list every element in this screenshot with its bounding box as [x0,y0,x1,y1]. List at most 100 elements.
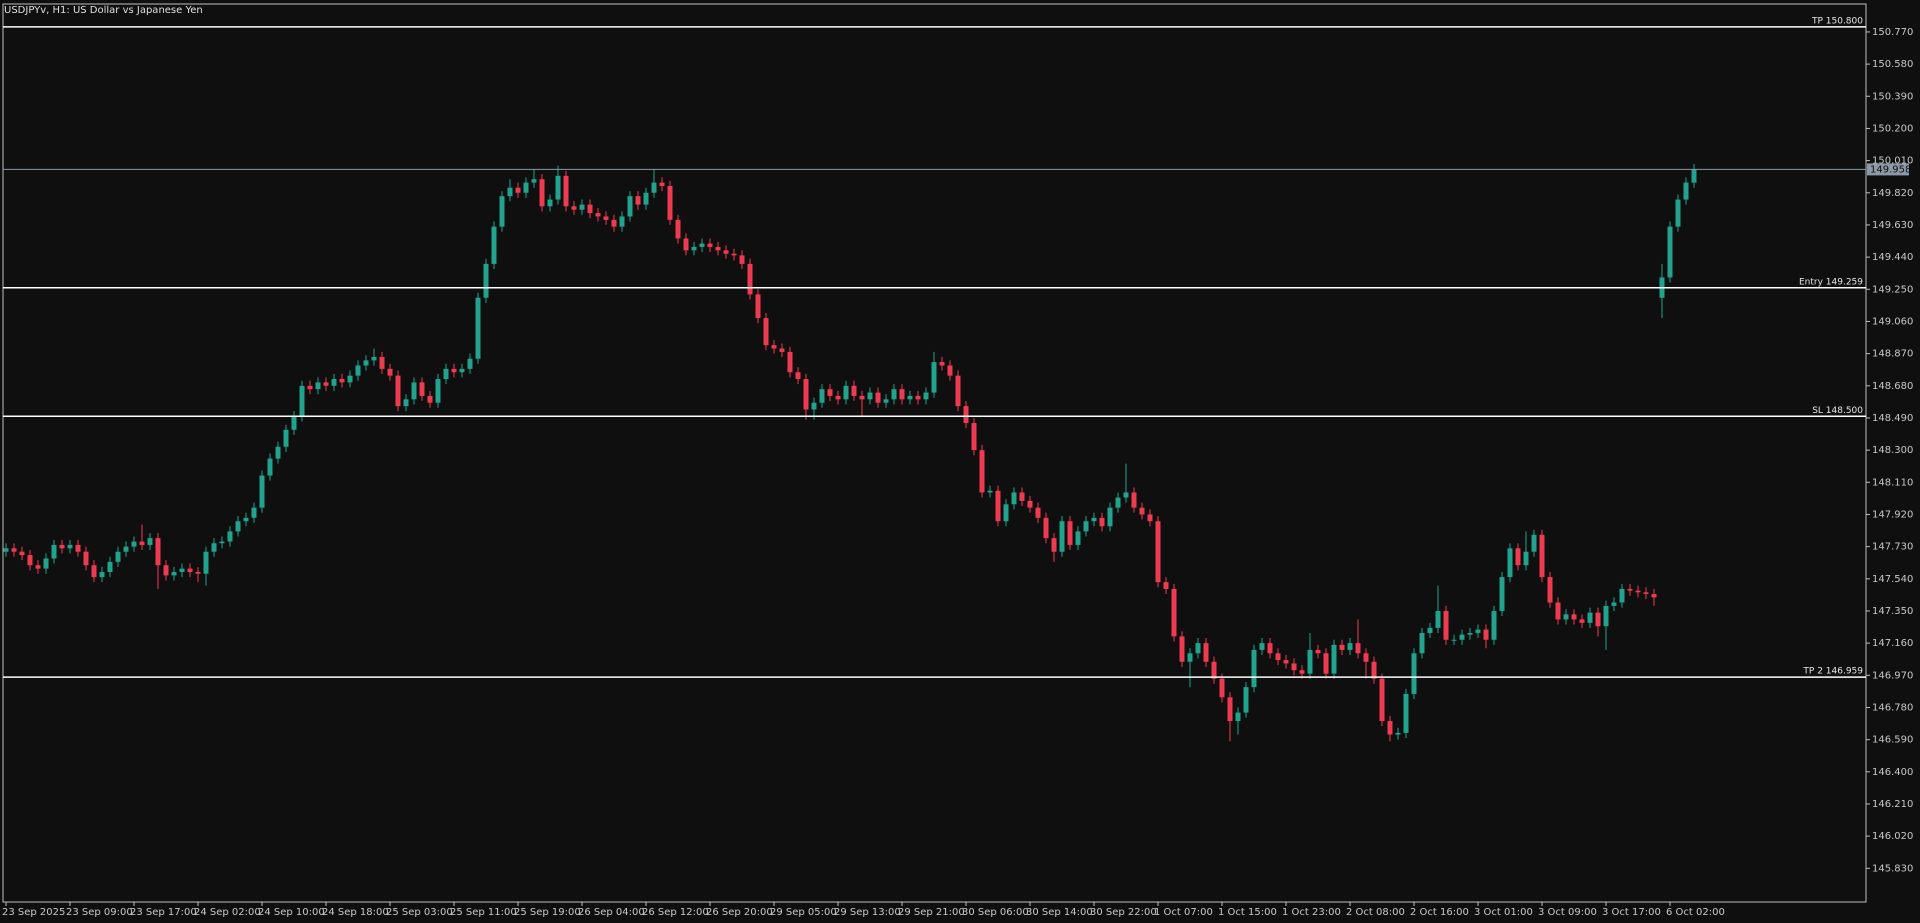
y-tick-label: 146.020 [1872,831,1913,842]
candle-body [91,565,97,578]
y-tick-label: 149.250 [1872,284,1913,295]
candle-body [1339,644,1345,650]
candle-body [75,544,81,552]
candle-body [1539,534,1545,578]
x-tick-label: 6 Oct 02:00 [1666,907,1725,918]
x-tick-label: 29 Sep 13:00 [834,907,901,918]
candle-body [51,544,57,559]
y-tick-label: 148.870 [1872,349,1913,360]
candle-body [659,182,665,187]
candle-body [963,406,969,424]
candle-body [819,389,825,403]
x-tick-label: 30 Sep 22:00 [1090,907,1157,918]
x-tick-label: 29 Sep 05:00 [770,907,837,918]
plot-frame [2,3,1867,903]
candle-body [1243,687,1249,713]
candle-body [619,216,625,227]
candle-body [1475,629,1481,633]
candle-body [1251,649,1257,688]
candle-body [643,192,649,205]
candle-body [355,365,361,376]
candle-body [779,348,785,352]
x-tick-label: 24 Sep 18:00 [322,907,389,918]
candle-body [307,385,313,390]
candle-body [1499,577,1505,611]
candle-body [539,179,545,207]
candle-body [1139,507,1145,515]
candle-body [859,395,865,400]
candle-body [707,243,713,247]
candle-body [1579,619,1585,623]
candle-body [507,187,513,197]
candle-body [427,395,433,403]
candle-body [1019,492,1025,501]
candle-body [979,450,985,493]
y-tick-label: 150.390 [1872,91,1913,102]
y-tick-label: 146.780 [1872,702,1913,713]
candle-body [339,379,345,383]
candle-body [171,572,177,576]
candle-body [379,357,385,369]
x-tick-label: 2 Oct 08:00 [1346,907,1405,918]
candle-body [235,521,241,532]
candle-body [1211,661,1217,679]
candle-body [1651,594,1657,598]
candle-body [1195,643,1201,654]
candle-body [603,216,609,220]
y-tick-label: 148.300 [1872,445,1913,456]
candle-body [459,368,465,373]
candle-body [915,395,921,400]
x-tick-label: 3 Oct 17:00 [1602,907,1661,918]
candle-body [1547,577,1553,603]
candle-body [1051,538,1057,552]
candle-body [1635,590,1641,593]
candle-body [1403,693,1409,733]
candle-body [99,572,105,578]
candle-body [1219,678,1225,698]
x-tick-label: 26 Sep 20:00 [706,907,773,918]
candle-body [1531,534,1537,552]
candle-body [11,548,17,552]
candle-body [491,226,497,264]
candle-body [179,568,185,573]
y-tick-label: 148.110 [1872,477,1913,488]
y-tick-label: 147.730 [1872,542,1913,553]
candle-body [723,250,729,254]
candle-body [403,399,409,407]
candle-body [419,382,425,396]
candle-body [35,565,41,569]
candle-body [1011,492,1017,505]
y-tick-label: 146.970 [1872,670,1913,681]
candle-body [483,263,489,298]
candle-body [1259,643,1265,650]
candle-body [1307,649,1313,674]
candle-body [1555,602,1561,620]
candle-body [1299,670,1305,674]
x-tick-label: 1 Oct 15:00 [1218,907,1277,918]
level-label: TP 150.800 [1811,16,1863,26]
candle-body [571,206,577,210]
candle-body [611,219,617,227]
candle-body [139,541,145,545]
candle-body [875,392,881,403]
candle-body [1467,632,1473,635]
candle-body [1491,610,1497,640]
candle-body [1603,605,1609,627]
candle-body [59,544,65,549]
level-label: Entry 149.259 [1799,277,1863,287]
candle-body [451,368,457,373]
candle-body [275,446,281,459]
candle-body [475,297,481,359]
candle-body [1667,226,1673,278]
candle-body [987,490,993,493]
candle-body [811,402,817,410]
y-tick-label: 146.210 [1872,799,1913,810]
level-label: SL 148.500 [1812,406,1863,416]
candle-body [699,243,705,247]
x-tick-label: 23 Sep 09:00 [66,907,133,918]
candle-body [579,204,585,210]
candle-body [1123,492,1129,498]
candle-body [1643,592,1649,595]
candle-body [827,389,833,396]
